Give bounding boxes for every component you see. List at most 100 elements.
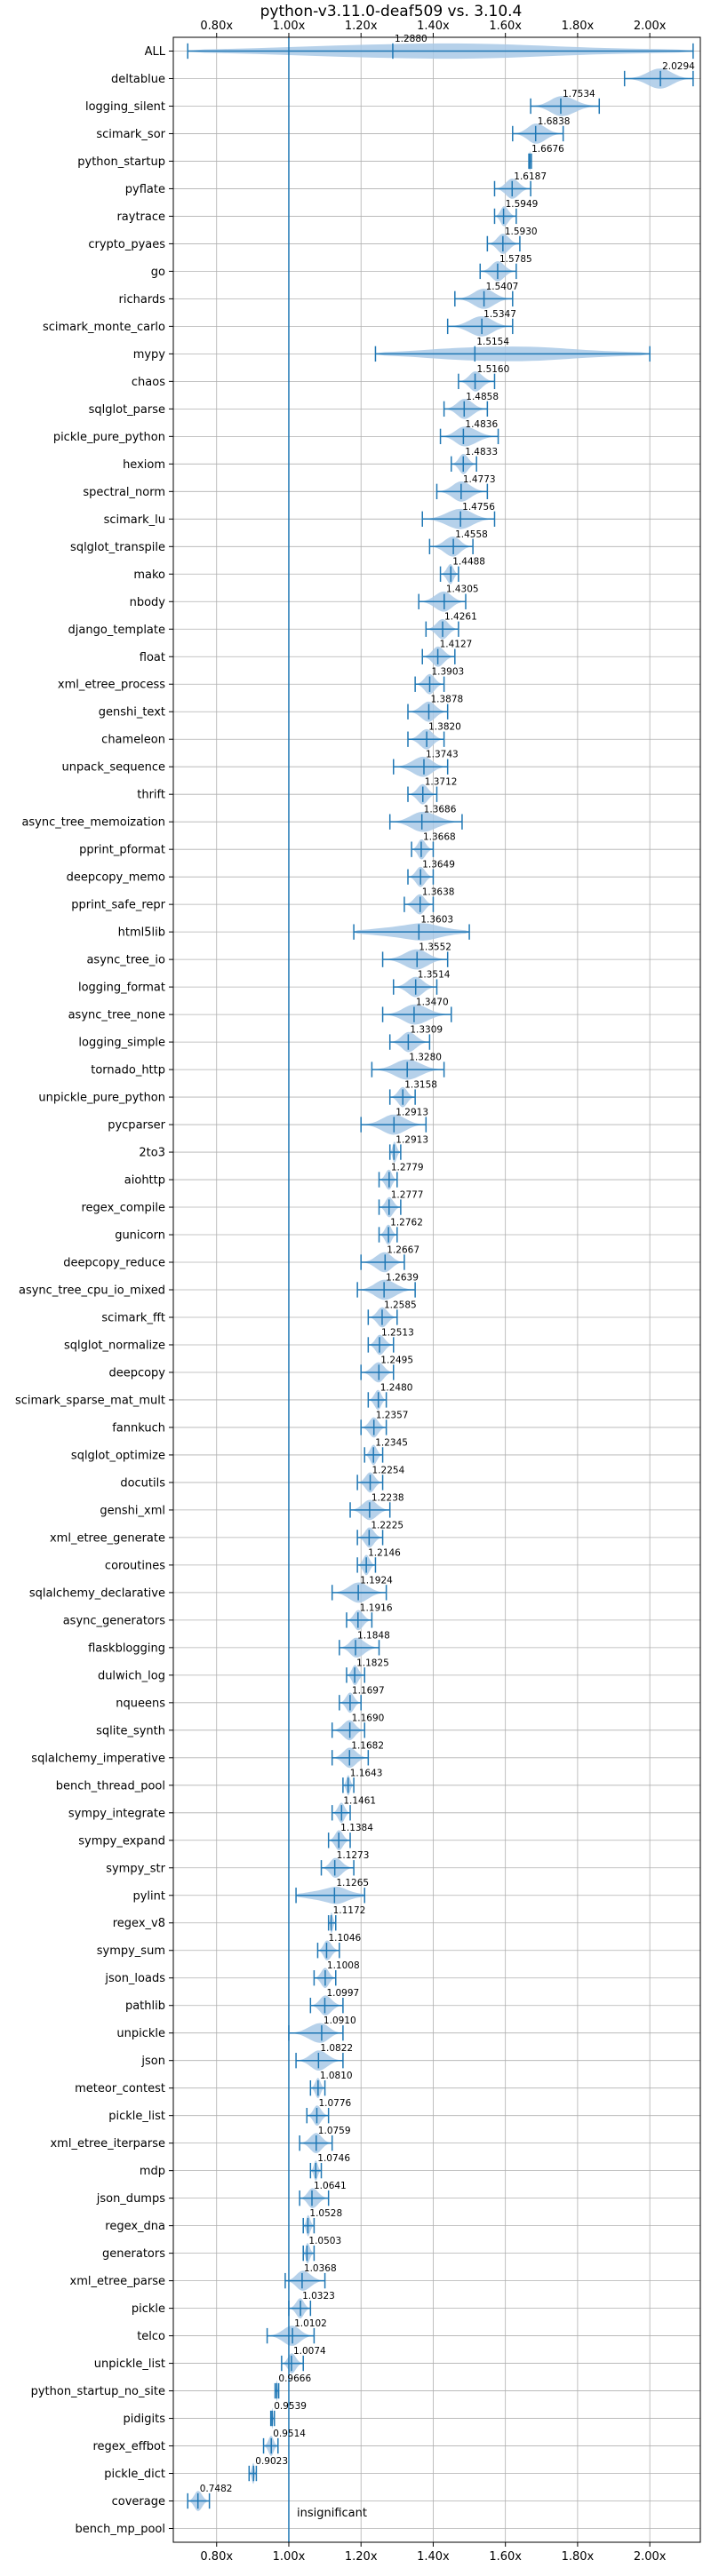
y-tick-label: deepcopy_memo [67,871,165,885]
insignificant-label: insignificant [297,2507,367,2520]
y-tick-label: tornado_http [91,1064,165,1077]
y-tick-label: genshi_text [99,706,165,720]
y-tick-label: flaskblogging [88,1642,165,1655]
y-tick-label: sympy_str [106,1862,165,1875]
value-label: 0.9514 [273,2429,306,2439]
y-tick-label: mako [133,568,165,582]
y-tick-label: scimark_fft [101,1311,165,1324]
y-tick-label: xml_etree_parse [70,2275,165,2288]
y-tick-label: sympy_integrate [68,1807,165,1820]
y-tick-label: json_loads [104,1972,165,1985]
y-tick-label: sympy_expand [78,1834,165,1848]
y-tick-label: bench_mp_pool [75,2523,165,2536]
y-tick-label: pycparser [108,1119,165,1133]
value-label: 1.1172 [333,1905,366,1916]
y-tick-label: nqueens [116,1697,165,1710]
y-tick-label: aiohttp [124,1174,165,1188]
y-tick-label: pickle_dict [104,2468,165,2481]
y-tick-label: sqlglot_transpile [70,541,165,554]
y-tick-label: sqlalchemy_imperative [31,1752,165,1765]
y-tick-label: logging_silent [85,100,165,114]
value-label: 1.0997 [326,1988,359,1999]
value-label: 1.6187 [514,171,547,182]
value-label: 1.4773 [463,474,496,485]
y-tick-label: unpickle [116,2027,165,2040]
y-tick-label: raytrace [116,211,165,224]
y-tick-label: pickle [132,2302,165,2316]
y-tick-label: crypto_pyaes [88,238,165,251]
y-tick-label: richards [119,293,166,306]
value-label: 1.3638 [422,887,455,898]
y-tick-label: scimark_sor [96,128,165,141]
value-label: 1.0759 [318,2126,351,2136]
y-tick-label: pathlib [125,2000,165,2013]
y-tick-label: django_template [68,624,165,637]
y-tick-label: async_tree_none [68,1009,165,1022]
y-tick-label: sympy_sum [97,1944,165,1958]
value-label: 1.2585 [384,1300,417,1310]
value-label: 1.6838 [538,116,571,127]
y-tick-label: telco [137,2330,165,2343]
x-tick-label-top: 1.60x [489,20,522,33]
y-tick-label: regex_dna [105,2220,165,2233]
value-label: 1.1916 [360,1602,393,1613]
value-label: 1.0368 [304,2263,337,2274]
value-label: 1.1682 [351,1740,384,1751]
value-label: 1.1848 [357,1630,390,1641]
x-tick-label-top: 0.80x [200,20,233,33]
y-tick-label: regex_effbot [92,2440,165,2453]
y-tick-label: unpack_sequence [61,761,165,775]
x-tick-label-bottom: 1.80x [562,2550,595,2564]
y-tick-label: json_dumps [96,2192,165,2206]
value-label: 1.3878 [430,695,463,705]
y-tick-label: deltablue [111,73,165,86]
x-tick-label-top: 1.00x [273,20,306,33]
value-label: 0.7482 [200,2484,233,2494]
value-label: 1.1643 [350,1768,383,1778]
value-label: 1.5407 [486,282,519,292]
value-label: 1.0503 [308,2236,341,2246]
y-tick-label: bench_thread_pool [56,1779,165,1793]
value-label: 1.4858 [466,392,499,402]
x-tick-label-top: 1.40x [417,20,450,33]
x-tick-label-bottom: 1.00x [273,2550,306,2564]
y-tick-label: mypy [133,348,166,362]
y-tick-label: thrift [137,789,165,802]
y-tick-label: sqlite_synth [96,1724,165,1737]
value-label: 1.1825 [356,1658,389,1668]
value-label: 1.1384 [340,1823,373,1833]
x-tick-label-bottom: 1.60x [489,2550,522,2564]
value-label: 0.9666 [278,2373,311,2384]
y-tick-label: coroutines [105,1559,165,1572]
value-label: 1.5930 [505,227,538,237]
y-tick-label: chameleon [101,734,165,747]
value-label: 1.2345 [375,1437,408,1448]
y-tick-label: pprint_safe_repr [71,899,165,912]
value-label: 1.2513 [381,1327,414,1338]
value-label: 1.5949 [506,199,539,210]
x-tick-label-bottom: 1.40x [417,2550,450,2564]
value-label: 1.2667 [387,1244,419,1255]
value-label: 1.4756 [462,502,495,513]
y-tick-label: nbody [130,596,166,609]
value-label: 1.2238 [371,1492,404,1503]
value-label: 1.2880 [395,34,427,44]
y-tick-label: dulwich_log [98,1669,165,1682]
chart-title: python-v3.11.0-deaf509 vs. 3.10.4 [260,3,523,20]
y-tick-label: regex_v8 [113,1917,165,1930]
y-tick-label: sqlalchemy_declarative [29,1586,165,1600]
y-tick-label: pylint [132,1889,165,1903]
value-label: 1.4836 [465,419,498,430]
value-label: 1.4127 [440,640,473,650]
value-labels: 1.2880 2.0294 1.7534 1.6838 1.6676 1.6187 1.59… [200,34,695,2494]
y-tick-label: pickle_pure_python [53,431,165,444]
value-label: 1.1008 [327,1960,360,1971]
y-tick-label: genshi_xml [100,1504,165,1517]
y-tick-label: scimark_lu [104,513,165,527]
x-tick-label-bottom: 0.80x [200,2550,233,2564]
x-tick-label-top: 1.80x [562,20,595,33]
y-tick-label: ALL [145,45,166,59]
value-label: 1.3668 [423,832,456,843]
value-label: 1.3686 [424,805,457,815]
